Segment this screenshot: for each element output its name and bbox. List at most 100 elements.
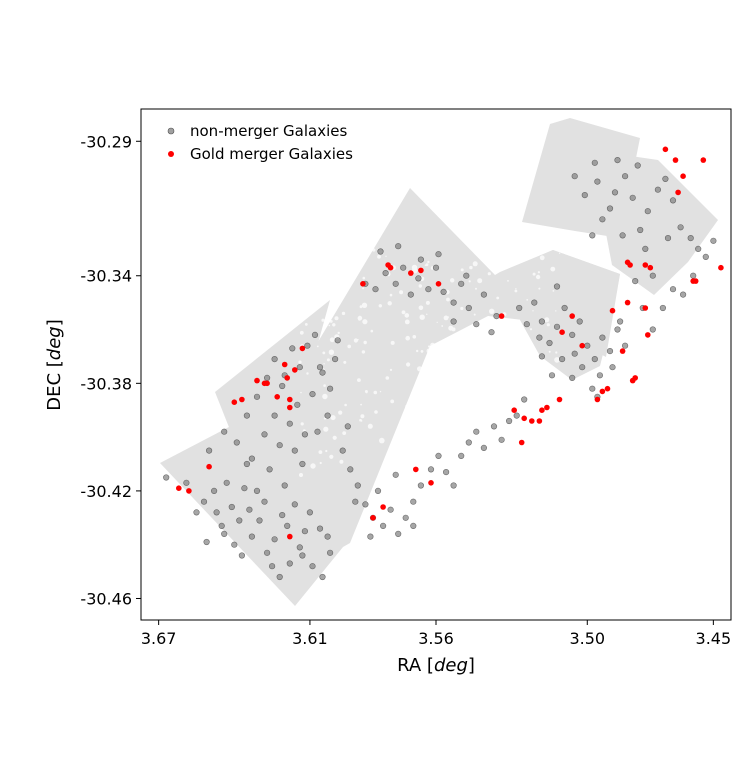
merger-point bbox=[559, 329, 565, 336]
footprint-speck bbox=[426, 313, 428, 315]
non-merger-point bbox=[395, 243, 402, 250]
non-merger-point bbox=[571, 173, 578, 180]
non-merger-point bbox=[256, 517, 263, 524]
footprint-speck bbox=[502, 458, 507, 463]
non-merger-point bbox=[279, 382, 286, 390]
footprint-speck bbox=[363, 340, 367, 345]
footprint-speck bbox=[328, 349, 335, 355]
footprint-speck bbox=[430, 455, 437, 461]
non-merger-point bbox=[327, 549, 334, 556]
footprint-speck bbox=[471, 468, 477, 474]
footprint-speck bbox=[448, 325, 454, 331]
non-merger-point bbox=[294, 401, 301, 408]
footprint-speck bbox=[329, 306, 333, 310]
footprint-speck bbox=[420, 464, 425, 470]
non-merger-point bbox=[609, 364, 616, 371]
non-merger-point bbox=[548, 372, 556, 379]
footprint-speck bbox=[499, 329, 503, 333]
footprint-speck bbox=[501, 408, 504, 411]
footprint-speck bbox=[556, 442, 561, 448]
y-tick-label: -30.34 bbox=[80, 267, 132, 286]
footprint-speck bbox=[535, 274, 541, 280]
footprint-speck bbox=[347, 344, 352, 349]
non-merger-point bbox=[695, 245, 702, 252]
non-merger-point bbox=[410, 498, 417, 505]
non-merger-point bbox=[662, 175, 669, 182]
footprint-speck bbox=[342, 431, 347, 435]
merger-point bbox=[380, 504, 386, 510]
footprint-speck bbox=[424, 264, 427, 267]
footprint-speck bbox=[402, 442, 404, 445]
footprint-speck bbox=[550, 454, 553, 457]
merger-point bbox=[700, 157, 707, 163]
footprint-speck bbox=[462, 333, 466, 337]
footprint-speck bbox=[427, 260, 430, 264]
footprint-speck bbox=[360, 414, 365, 419]
footprint-speck bbox=[552, 290, 555, 292]
footprint-speck bbox=[305, 297, 309, 301]
footprint-speck bbox=[385, 255, 387, 257]
footprint-speck bbox=[379, 390, 382, 393]
non-merger-point bbox=[536, 334, 543, 341]
footprint-speck bbox=[306, 372, 309, 375]
non-merger-point bbox=[221, 530, 228, 538]
non-merger-point bbox=[443, 469, 450, 476]
footprint-speck bbox=[449, 396, 453, 400]
footprint-speck bbox=[299, 330, 304, 335]
footprint-speck bbox=[401, 310, 406, 315]
non-merger-point bbox=[591, 159, 598, 166]
non-merger-point bbox=[561, 304, 568, 312]
non-merger-point bbox=[261, 498, 268, 505]
non-merger-point bbox=[596, 372, 604, 379]
footprint-speck bbox=[299, 473, 303, 477]
non-merger-point bbox=[291, 501, 298, 508]
non-merger-point bbox=[435, 452, 442, 460]
non-merger-point bbox=[233, 439, 240, 446]
non-merger-point bbox=[248, 533, 255, 540]
footprint-speck bbox=[303, 290, 306, 294]
non-merger-point bbox=[193, 509, 200, 516]
footprint-tile-left-upper bbox=[215, 300, 330, 455]
footprint-speck bbox=[318, 450, 323, 454]
non-merger-point bbox=[659, 304, 667, 312]
non-merger-point bbox=[480, 291, 488, 298]
non-merger-point bbox=[309, 563, 316, 570]
footprint-speck bbox=[476, 412, 478, 414]
non-merger-point bbox=[679, 291, 687, 298]
non-merger-point bbox=[538, 353, 546, 360]
merger-point bbox=[718, 264, 724, 271]
footprint-speck bbox=[298, 299, 304, 305]
merger-point bbox=[544, 404, 550, 411]
non-merger-point bbox=[183, 479, 190, 486]
footprint-speck bbox=[387, 472, 393, 478]
non-merger-point bbox=[664, 235, 672, 242]
y-tick-label: -30.29 bbox=[80, 132, 132, 151]
footprint-speck bbox=[310, 463, 316, 469]
footprint-speck bbox=[472, 330, 477, 335]
non-merger-point bbox=[163, 474, 170, 481]
non-merger-point bbox=[316, 525, 324, 532]
merger-point bbox=[632, 375, 638, 381]
footprint-speck bbox=[443, 315, 449, 321]
non-merger-point bbox=[553, 323, 561, 330]
footprint-speck bbox=[357, 339, 359, 341]
series-gold-merger bbox=[176, 146, 724, 540]
non-merger-point bbox=[334, 337, 341, 344]
footprint-speck bbox=[412, 335, 417, 339]
footprint-speck bbox=[502, 411, 508, 417]
merger-point bbox=[627, 262, 633, 268]
footprint-speck bbox=[328, 324, 331, 327]
footprint-speck bbox=[477, 278, 483, 284]
footprint-speck bbox=[537, 271, 541, 274]
merger-point bbox=[176, 485, 182, 492]
footprint-speck bbox=[468, 280, 471, 283]
non-merger-point bbox=[458, 452, 465, 460]
footprint-speck bbox=[429, 394, 432, 397]
footprint-speck bbox=[387, 301, 392, 306]
non-merger-point bbox=[238, 552, 245, 559]
footprint-speck bbox=[329, 454, 334, 459]
non-merger-point bbox=[637, 226, 644, 234]
footprint-speck bbox=[417, 366, 423, 372]
merger-point bbox=[518, 439, 525, 446]
footprint-speck bbox=[411, 264, 418, 271]
